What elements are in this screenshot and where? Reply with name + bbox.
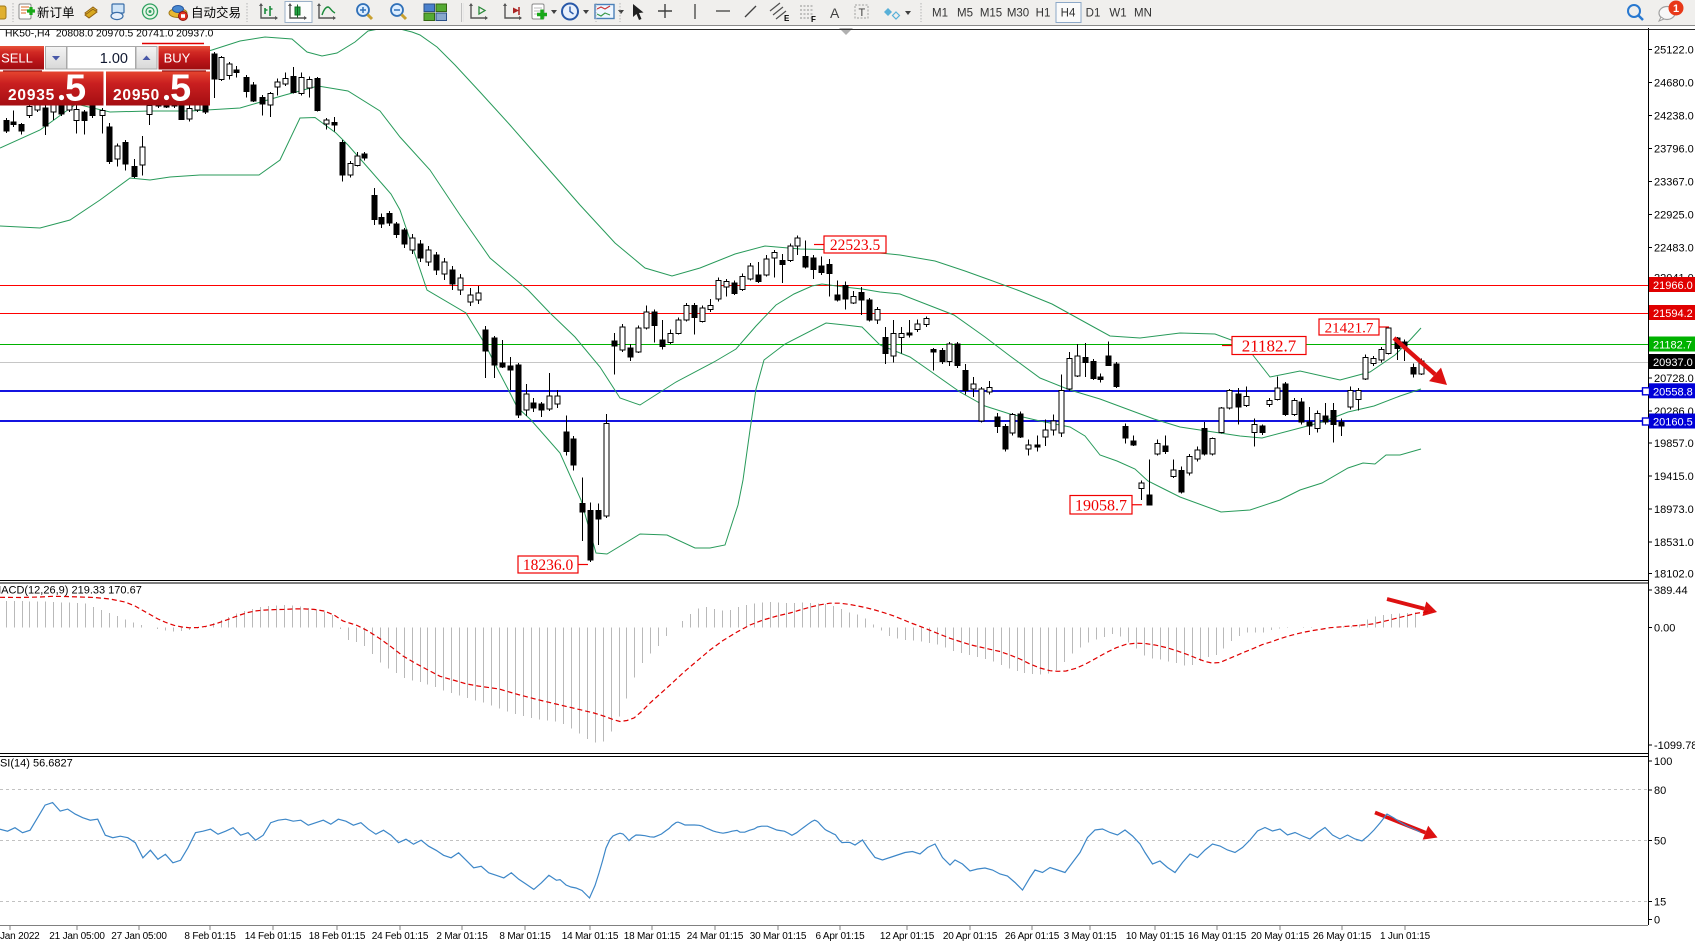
svg-text:1.00: 1.00 [100, 51, 128, 67]
svg-text:18531.0: 18531.0 [1654, 537, 1694, 549]
svg-text:8 Mar 01:15: 8 Mar 01:15 [499, 931, 551, 942]
svg-text:24238.0: 24238.0 [1654, 111, 1694, 123]
svg-text:Jan 2022: Jan 2022 [0, 931, 40, 942]
svg-text:14 Feb 01:15: 14 Feb 01:15 [245, 931, 302, 942]
svg-text:26 Apr 01:15: 26 Apr 01:15 [1005, 931, 1060, 942]
svg-text:SELL: SELL [1, 51, 33, 66]
svg-text:21 Jan 05:00: 21 Jan 05:00 [49, 931, 105, 942]
svg-text:30 Mar 01:15: 30 Mar 01:15 [750, 931, 807, 942]
svg-text:H4: H4 [1061, 8, 1076, 20]
svg-text:16 May 01:15: 16 May 01:15 [1188, 931, 1247, 942]
svg-text:19857.0: 19857.0 [1654, 438, 1694, 450]
svg-text:23367.0: 23367.0 [1654, 177, 1694, 189]
svg-text:MACD(12,26,9) 219.33 170.67: MACD(12,26,9) 219.33 170.67 [0, 585, 142, 597]
svg-text:2 Mar 01:15: 2 Mar 01:15 [436, 931, 488, 942]
svg-text:50: 50 [1654, 836, 1666, 848]
svg-text:14 Mar 01:15: 14 Mar 01:15 [562, 931, 619, 942]
svg-text:T: T [859, 7, 866, 19]
svg-text:23796.0: 23796.0 [1654, 144, 1694, 156]
svg-text:24680.0: 24680.0 [1654, 78, 1694, 90]
svg-text:21594.2: 21594.2 [1653, 308, 1693, 320]
svg-text:M30: M30 [1007, 8, 1029, 20]
svg-text:M15: M15 [980, 8, 1002, 20]
svg-text:-1099.78: -1099.78 [1654, 740, 1695, 752]
svg-text:M1: M1 [932, 8, 948, 20]
svg-text:M5: M5 [957, 8, 973, 20]
svg-text:HK50-,H4 20808.0 20970.5 2074: HK50-,H4 20808.0 20970.5 20741.0 20937.0 [5, 29, 214, 40]
svg-text:10 May 01:15: 10 May 01:15 [1126, 931, 1185, 942]
svg-text:27 Jan 05:00: 27 Jan 05:00 [111, 931, 167, 942]
svg-text:20 May 01:15: 20 May 01:15 [1251, 931, 1310, 942]
svg-text:25122.0: 25122.0 [1654, 45, 1694, 57]
svg-text:20 Apr 01:15: 20 Apr 01:15 [943, 931, 998, 942]
svg-text:5: 5 [65, 68, 86, 110]
svg-text:22925.0: 22925.0 [1654, 210, 1694, 222]
svg-text:5: 5 [170, 68, 191, 110]
svg-text:F: F [811, 15, 816, 24]
svg-text:24 Feb 01:15: 24 Feb 01:15 [372, 931, 429, 942]
svg-text:20160.5: 20160.5 [1653, 417, 1693, 429]
svg-text:18973.0: 18973.0 [1654, 504, 1694, 516]
svg-text:19058.7: 19058.7 [1075, 497, 1127, 514]
svg-text:3 May 01:15: 3 May 01:15 [1064, 931, 1117, 942]
svg-text:21182.7: 21182.7 [1242, 336, 1297, 355]
svg-text:E: E [784, 14, 790, 23]
svg-text:22523.5: 22523.5 [830, 237, 881, 254]
svg-text:BUY: BUY [164, 51, 191, 66]
svg-text:20728.0: 20728.0 [1654, 373, 1694, 385]
svg-text:MN: MN [1134, 8, 1152, 20]
svg-text:80: 80 [1654, 785, 1666, 797]
svg-text:1: 1 [1673, 3, 1679, 15]
svg-text:自动交易: 自动交易 [191, 5, 241, 20]
svg-text:RSI(14) 56.6827: RSI(14) 56.6827 [0, 758, 73, 770]
svg-text:21966.0: 21966.0 [1653, 280, 1693, 292]
svg-text:100: 100 [1654, 756, 1672, 768]
svg-text:1 Jun 01:15: 1 Jun 01:15 [1380, 931, 1431, 942]
svg-text:26 May 01:15: 26 May 01:15 [1313, 931, 1372, 942]
svg-text:0: 0 [1654, 915, 1660, 927]
svg-text:A: A [830, 5, 840, 21]
svg-text:W1: W1 [1109, 8, 1126, 20]
svg-text:0.00: 0.00 [1654, 623, 1675, 635]
svg-text:20558.8: 20558.8 [1653, 386, 1693, 398]
svg-text:24 Mar 01:15: 24 Mar 01:15 [687, 931, 744, 942]
svg-text:19415.0: 19415.0 [1654, 471, 1694, 483]
svg-text:15: 15 [1654, 897, 1666, 909]
svg-text:12 Apr 01:15: 12 Apr 01:15 [880, 931, 935, 942]
svg-text:新订单: 新订单 [37, 5, 75, 20]
svg-text:H1: H1 [1036, 8, 1051, 20]
svg-text:18102.0: 18102.0 [1654, 569, 1694, 581]
svg-text:18236.0: 18236.0 [523, 557, 574, 574]
svg-text:20935: 20935 [8, 87, 55, 104]
svg-text:8 Feb 01:15: 8 Feb 01:15 [184, 931, 236, 942]
svg-text:18 Feb 01:15: 18 Feb 01:15 [309, 931, 366, 942]
svg-text:389.44: 389.44 [1654, 585, 1688, 597]
svg-text:21182.7: 21182.7 [1653, 340, 1692, 352]
svg-text:20937.0: 20937.0 [1653, 357, 1693, 369]
svg-text:6 Apr 01:15: 6 Apr 01:15 [816, 931, 866, 942]
svg-text:D1: D1 [1086, 8, 1101, 20]
svg-text:21421.7: 21421.7 [1325, 320, 1374, 336]
svg-text:20950: 20950 [113, 87, 160, 104]
svg-text:22483.0: 22483.0 [1654, 243, 1694, 255]
svg-text:18 Mar 01:15: 18 Mar 01:15 [624, 931, 681, 942]
